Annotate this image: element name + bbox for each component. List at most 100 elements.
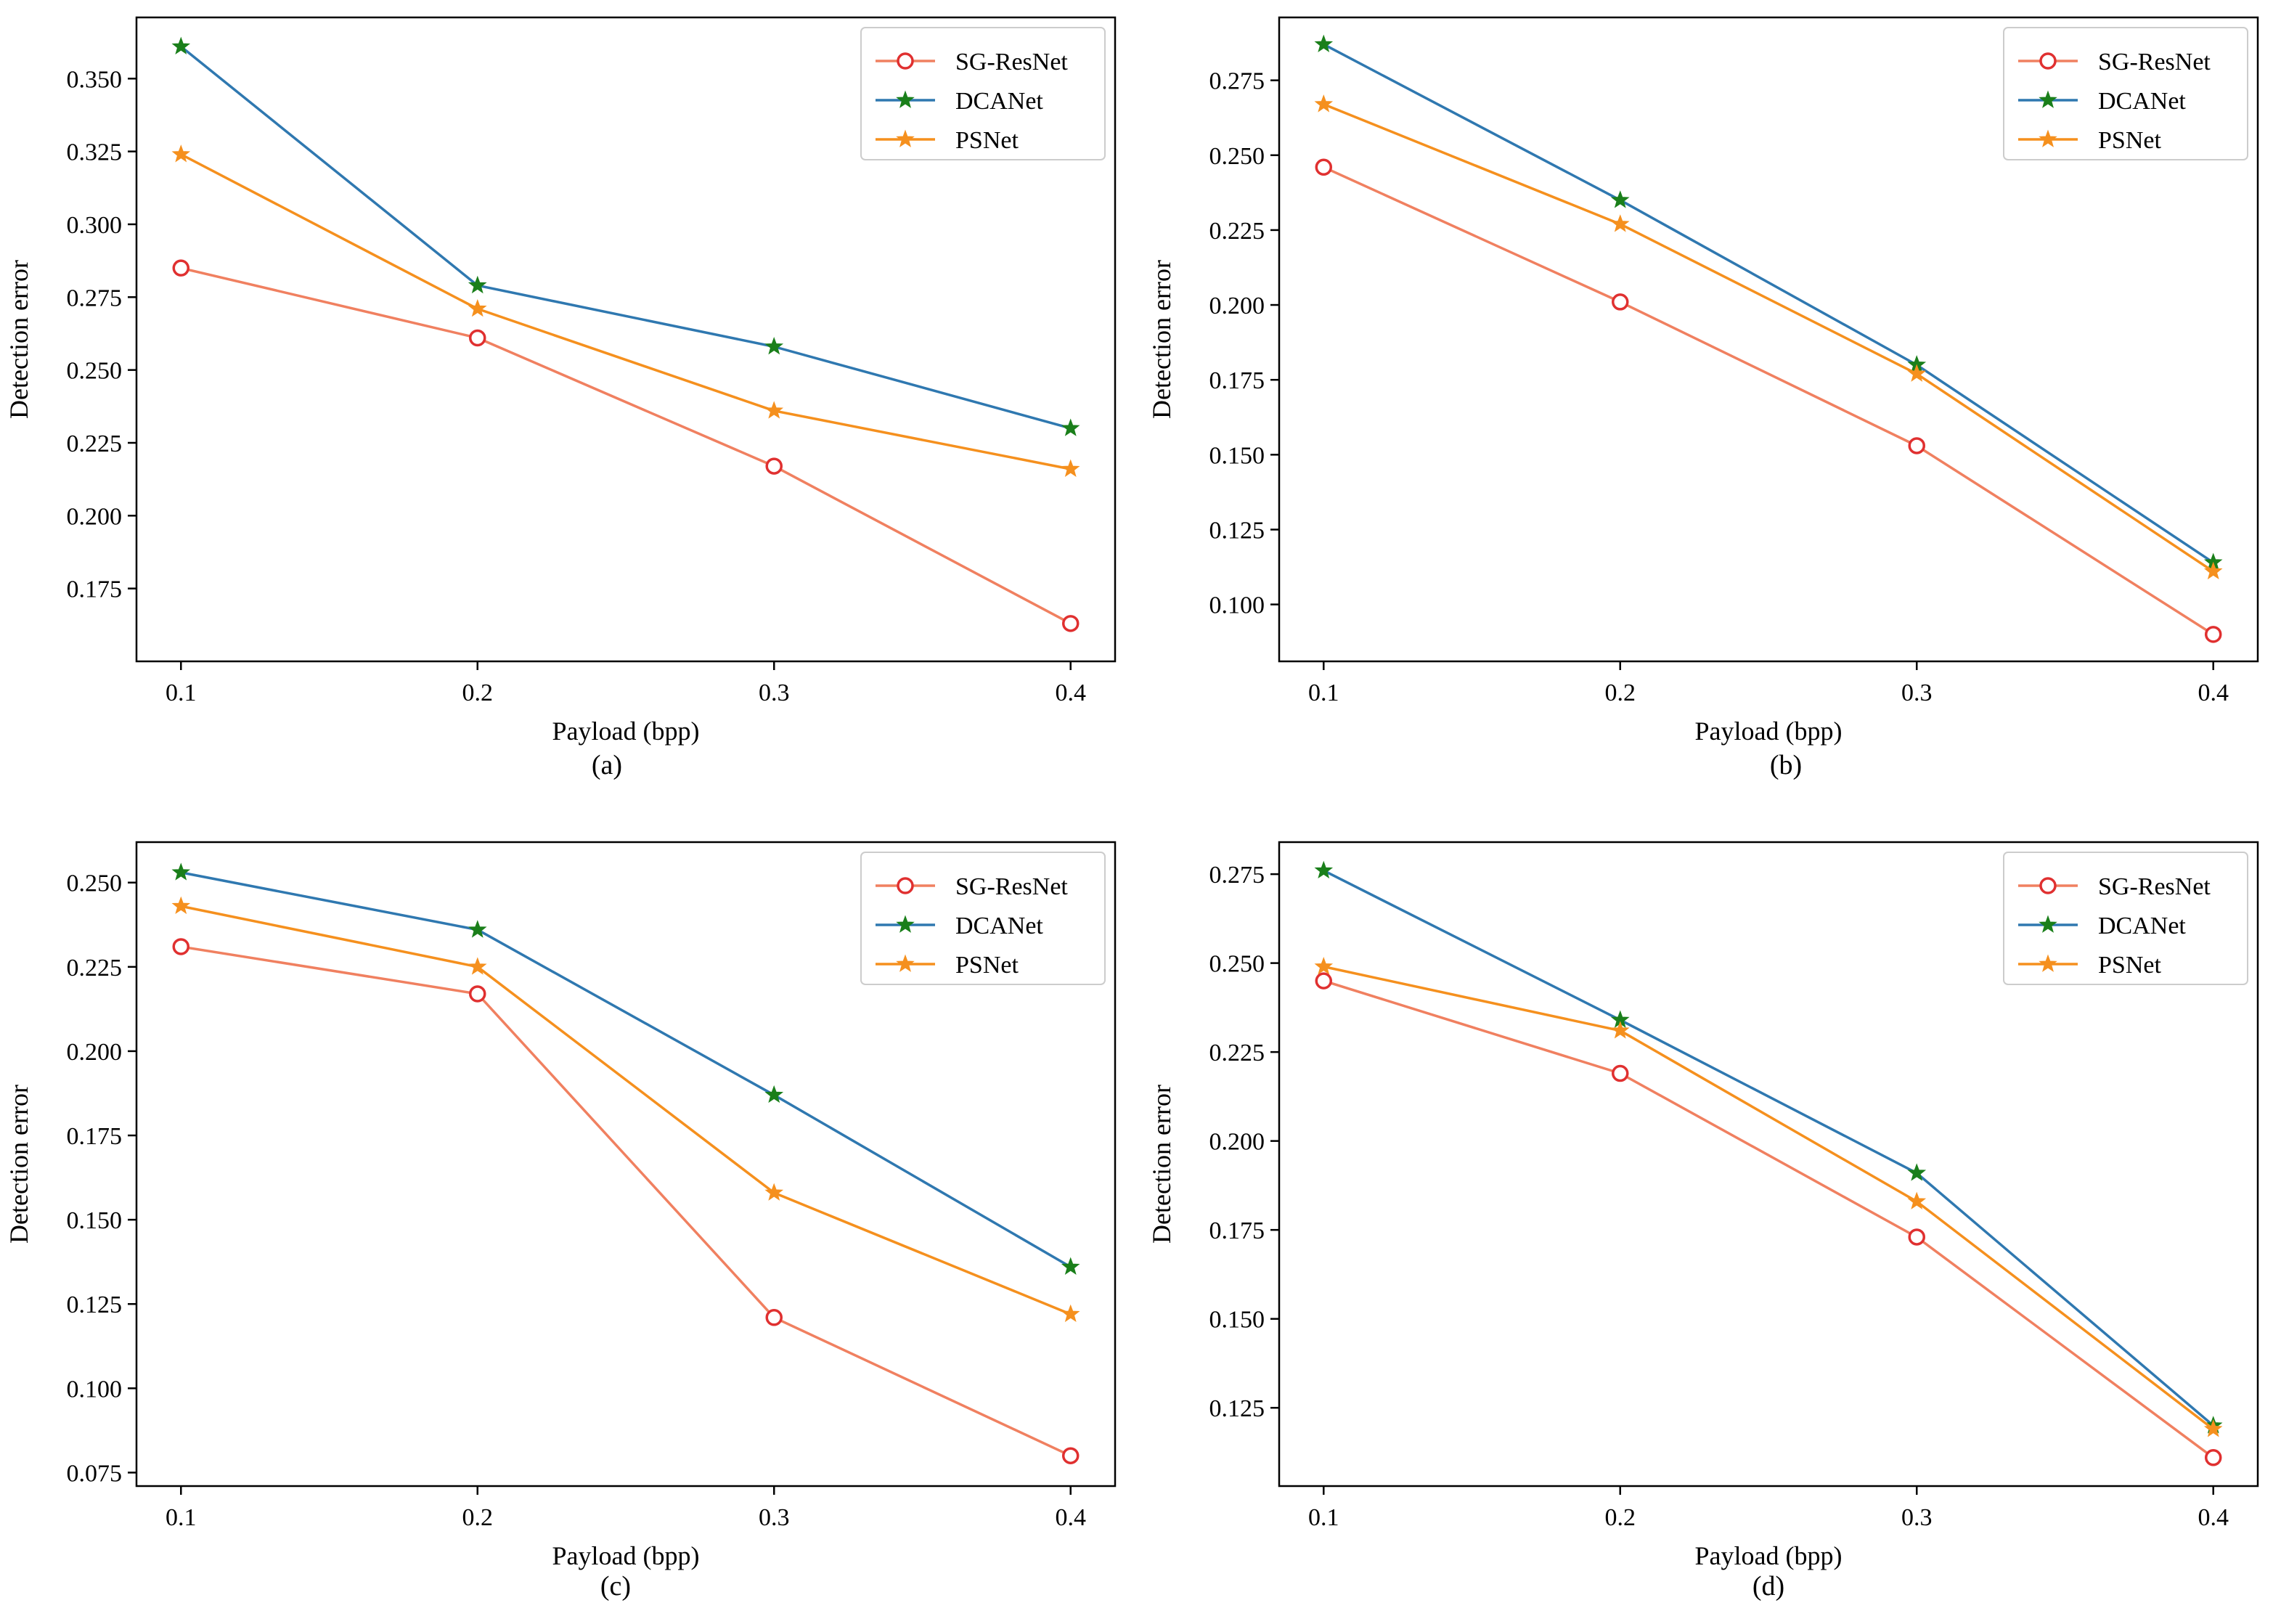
y-tick-label: 0.125	[67, 1292, 123, 1318]
x-tick-label: 0.4	[2198, 680, 2229, 706]
legend-label-psnet: PSNet	[955, 952, 1019, 979]
data-point-psnet	[468, 298, 487, 317]
x-tick-label: 0.1	[166, 680, 197, 706]
y-tick-label: 0.250	[1209, 143, 1265, 170]
data-point-sg-resnet	[765, 457, 783, 475]
data-point-sg-resnet	[172, 259, 190, 277]
x-tick-label: 0.3	[1901, 680, 1933, 706]
data-point-dcanet	[468, 920, 487, 938]
y-tick-label: 0.250	[1209, 951, 1265, 978]
data-point-dcanet	[1314, 860, 1334, 879]
series-line-dcanet	[1323, 869, 2214, 1427]
data-point-sg-resnet	[469, 329, 486, 347]
x-tick-label: 0.3	[759, 1504, 790, 1531]
y-tick-label: 0.200	[67, 503, 123, 530]
y-tick-label: 0.225	[1209, 1040, 1265, 1066]
data-point-psnet	[171, 144, 191, 163]
legend-marker-dcanet	[896, 915, 915, 933]
data-point-dcanet	[171, 36, 191, 54]
y-tick-label: 0.150	[67, 1207, 123, 1234]
y-tick-label: 0.200	[67, 1039, 123, 1066]
data-point-dcanet	[1610, 190, 1630, 208]
y-tick-label: 0.350	[67, 66, 123, 93]
data-point-dcanet	[764, 1085, 784, 1103]
data-point-psnet	[1061, 459, 1080, 477]
y-tick-label: 0.275	[1209, 68, 1265, 95]
y-tick-label: 0.275	[1209, 862, 1265, 889]
data-point-dcanet	[468, 275, 487, 294]
legend-label-sg-resnet: SG-ResNet	[2098, 49, 2211, 76]
y-tick-label: 0.325	[67, 139, 123, 166]
legend-label-dcanet: DCANet	[2098, 913, 2186, 939]
data-point-sg-resnet	[2204, 626, 2222, 643]
y-tick-label: 0.125	[1209, 517, 1265, 544]
panel-caption: (c)	[600, 1571, 631, 1601]
y-tick-label: 0.075	[67, 1460, 123, 1487]
y-tick-label: 0.150	[1209, 442, 1265, 469]
data-point-dcanet	[1061, 418, 1080, 436]
panel-caption: (a)	[592, 750, 622, 780]
x-axis-label: Payload (bpp)	[552, 1541, 700, 1570]
y-tick-label: 0.200	[1209, 293, 1265, 319]
data-point-psnet	[2203, 561, 2223, 580]
x-tick-label: 0.4	[2198, 1504, 2229, 1531]
data-point-sg-resnet	[1061, 1447, 1080, 1464]
legend-marker-sg-resnet	[2039, 877, 2057, 894]
data-point-sg-resnet	[765, 1309, 783, 1326]
series-line-psnet	[180, 153, 1072, 470]
y-axis-label: Detection error	[4, 1085, 33, 1244]
data-point-dcanet	[1314, 34, 1334, 52]
panel-caption: (d)	[1752, 1571, 1784, 1601]
legend: SG-ResNet DCANet PSNet	[860, 852, 1106, 985]
x-tick-label: 0.2	[462, 1504, 494, 1531]
y-tick-label: 0.125	[1209, 1395, 1265, 1422]
y-tick-label: 0.250	[67, 358, 123, 385]
data-point-sg-resnet	[1612, 1064, 1629, 1082]
legend-marker-dcanet	[2039, 915, 2057, 933]
data-point-sg-resnet	[1908, 1228, 1925, 1246]
data-point-sg-resnet	[1315, 972, 1333, 990]
x-tick-label: 0.1	[1308, 680, 1339, 706]
legend-marker-psnet	[2039, 129, 2057, 147]
data-point-psnet	[1314, 957, 1334, 975]
legend-marker-sg-resnet	[2039, 52, 2057, 70]
data-point-dcanet	[1061, 1257, 1080, 1275]
x-tick-label: 0.1	[166, 1504, 197, 1531]
x-axis-label: Payload (bpp)	[1695, 717, 1843, 746]
legend-marker-dcanet	[2039, 90, 2057, 108]
data-point-psnet	[1061, 1304, 1080, 1323]
series-line-sg-resnet	[1323, 166, 2214, 636]
series-line-dcanet	[180, 45, 1072, 430]
data-point-psnet	[764, 401, 784, 419]
y-tick-label: 0.150	[1209, 1307, 1265, 1334]
data-point-sg-resnet	[1612, 293, 1629, 311]
data-point-psnet	[2203, 1419, 2223, 1437]
x-tick-label: 0.4	[1055, 1504, 1086, 1531]
data-point-psnet	[171, 896, 191, 915]
data-point-psnet	[1314, 94, 1334, 113]
y-axis-label: Detection error	[4, 260, 33, 419]
x-tick-label: 0.3	[1901, 1504, 1933, 1531]
legend: SG-ResNet DCANet PSNet	[2003, 852, 2248, 985]
y-axis-label: Detection error	[1147, 260, 1176, 419]
legend-marker-sg-resnet	[897, 877, 914, 894]
x-axis-label: Payload (bpp)	[552, 717, 700, 746]
y-tick-label: 0.100	[67, 1376, 123, 1403]
x-axis-label: Payload (bpp)	[1695, 1541, 1843, 1570]
y-tick-label: 0.300	[67, 212, 123, 239]
data-point-psnet	[764, 1183, 784, 1201]
x-tick-label: 0.2	[462, 680, 494, 706]
legend-label-dcanet: DCANet	[955, 88, 1043, 115]
data-point-sg-resnet	[1061, 615, 1080, 632]
legend: SG-ResNet DCANet PSNet	[860, 27, 1106, 160]
legend-label-psnet: PSNet	[955, 127, 1019, 154]
legend-label-dcanet: DCANet	[2098, 88, 2186, 115]
y-axis-label: Detection error	[1147, 1085, 1176, 1244]
data-point-sg-resnet	[1908, 437, 1925, 454]
y-tick-label: 0.225	[67, 431, 123, 457]
data-point-psnet	[468, 957, 487, 975]
panel-c: 0.075 0.100 0.125 0.150 0.175 0.200 0.225 0.250…	[4, 841, 1117, 1601]
legend-label-sg-resnet: SG-ResNet	[955, 873, 1068, 900]
data-point-sg-resnet	[2204, 1449, 2222, 1466]
